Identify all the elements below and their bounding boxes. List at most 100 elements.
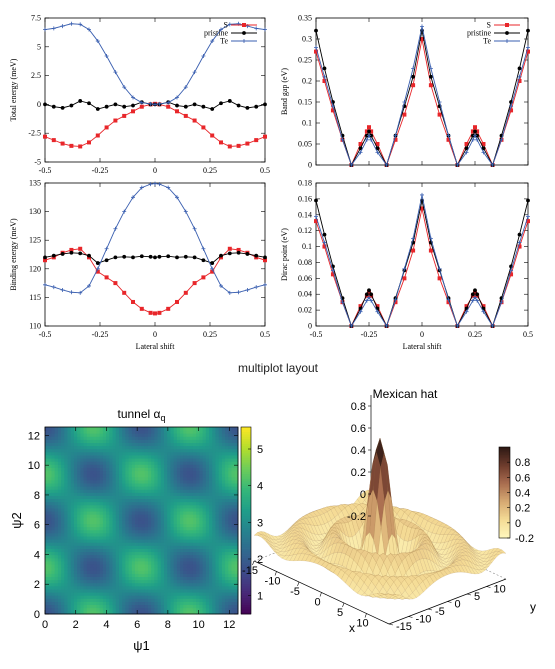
heatmap-cell: [192, 520, 197, 525]
heatmap-cell: [154, 495, 158, 500]
heatmap-cell: [125, 545, 130, 549]
heatmap-cell: [67, 448, 72, 453]
heatmap-cell: [106, 523, 110, 528]
heatmap-cell: [167, 501, 171, 506]
heatmap-cell: [209, 492, 213, 496]
heatmap-cell: [106, 458, 110, 462]
heatmap-cell: [176, 595, 181, 599]
heatmap-cell: [64, 607, 68, 612]
heatmap-cell: [231, 470, 236, 475]
heatmap-cell: [73, 504, 78, 509]
tunnel-ytick-label: 2: [34, 579, 40, 591]
heatmap-cell: [196, 573, 200, 577]
dirac-point-series-Te: [315, 194, 529, 328]
heatmap-cell: [221, 554, 226, 559]
heatmap-cell: [205, 557, 210, 562]
heatmap-cell: [77, 557, 81, 562]
heatmap-cell: [234, 448, 239, 453]
heatmap-cell: [131, 427, 136, 431]
heatmap-cell: [115, 498, 120, 503]
heatmap-cell: [144, 595, 149, 599]
heatmap-cell: [144, 433, 149, 437]
heatmap-cell: [199, 585, 204, 590]
heatmap-cell: [199, 430, 204, 434]
heatmap-cell: [118, 433, 123, 437]
heatmap-cell: [144, 579, 149, 584]
heatmap-cell: [176, 470, 181, 475]
heatmap-cell: [125, 461, 130, 465]
heatmap-cell: [112, 545, 117, 549]
heatmap-cell: [48, 529, 52, 534]
heatmap-cell: [93, 607, 97, 612]
heatmap-cell: [54, 573, 59, 577]
heatmap-cell: [96, 607, 101, 612]
heatmap-cell: [186, 476, 191, 481]
binding-energy-point-Te-plus: [192, 226, 197, 231]
dirac-point-point-Te-plus: [437, 266, 442, 271]
heatmap-cell: [218, 498, 223, 503]
heatmap-cell: [80, 458, 84, 462]
heatmap-cell: [176, 598, 181, 602]
dirac-point-point-Te-plus: [428, 236, 433, 241]
heatmap-cell: [192, 442, 197, 447]
heatmap-cell: [215, 433, 220, 437]
heatmap-cell: [67, 526, 72, 531]
heatmap-cell: [157, 461, 162, 465]
heatmap-cell: [122, 526, 126, 531]
heatmap-cell: [170, 523, 175, 528]
heatmap-cell: [96, 430, 101, 434]
heatmap-cell: [64, 439, 68, 443]
heatmap-cell: [164, 529, 168, 534]
heatmap-cell: [135, 511, 139, 515]
heatmap-cell: [189, 595, 194, 599]
heatmap-cell: [67, 498, 72, 503]
heatmap-cell: [83, 436, 88, 440]
heatmap-cell: [131, 483, 136, 487]
total-energy-legend-dot: [242, 31, 246, 35]
heatmap-cell: [102, 567, 107, 571]
heatmap-cell: [215, 448, 220, 453]
heatmap-cell: [205, 601, 210, 606]
heatmap-cell: [180, 427, 184, 431]
heatmap-cell: [192, 508, 197, 512]
heatmap-cell: [176, 451, 181, 456]
heatmap-cell: [205, 604, 210, 609]
dirac-point-xtick-label: 0.5: [523, 330, 533, 339]
heatmap-cell: [160, 433, 165, 437]
heatmap-cell: [86, 448, 91, 453]
heatmap-cell: [64, 483, 68, 487]
dirac-point-ytick-label: 0.18: [298, 179, 312, 188]
heatmap-cell: [73, 498, 78, 503]
heatmap-cell: [135, 601, 139, 606]
heatmap-cell: [135, 551, 139, 556]
heatmap-cell: [106, 514, 110, 518]
heatmap-cell: [54, 479, 59, 484]
heatmap-cell: [157, 585, 162, 590]
heatmap-cell: [61, 526, 65, 531]
heatmap-cell: [138, 451, 142, 456]
heatmap-cell: [234, 504, 239, 509]
binding-energy-point-pristine-dot: [139, 254, 144, 259]
band-gap-point-Te-plus: [358, 150, 363, 155]
heatmap-cell: [228, 551, 232, 556]
heatmap-cell: [135, 539, 139, 543]
heatmap-cell: [102, 473, 107, 478]
heatmap-cell: [112, 557, 117, 562]
heatmap-cell: [189, 508, 194, 512]
heatmap-cell: [205, 470, 210, 475]
heatmap-cell: [54, 595, 59, 599]
heatmap-cell: [234, 511, 239, 515]
heatmap-cell: [57, 551, 62, 556]
heatmap-cell: [180, 504, 184, 509]
heatmap-cell: [57, 489, 62, 493]
heatmap-cell: [128, 548, 133, 553]
heatmap-cell: [176, 498, 181, 503]
heatmap-cell: [202, 545, 207, 549]
heatmap-cell: [141, 604, 146, 609]
heatmap-cell: [212, 545, 216, 549]
heatmap-cell: [215, 595, 220, 599]
heatmap-cell: [70, 601, 75, 606]
heatmap-cell: [128, 508, 133, 512]
heatmap-cell: [77, 551, 81, 556]
heatmap-cell: [77, 589, 81, 593]
